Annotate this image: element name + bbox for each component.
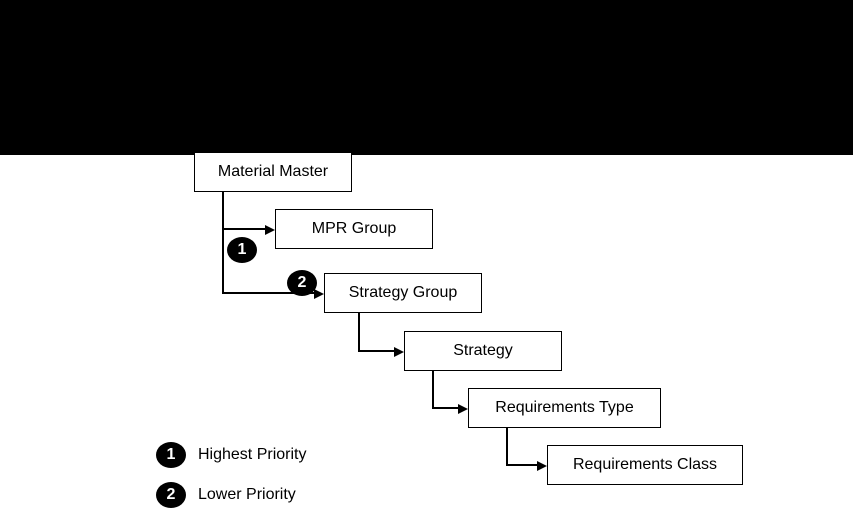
legend-row-1: 1 Highest Priority	[156, 442, 306, 468]
badge-label: 1	[167, 446, 176, 464]
arrow-head-icon	[537, 461, 547, 471]
node-label: Requirements Type	[495, 399, 633, 417]
top-bar	[0, 0, 853, 155]
arrow-head-icon	[458, 404, 468, 414]
legend-row-2: 2 Lower Priority	[156, 482, 296, 508]
node-mpr-group: MPR Group	[275, 209, 433, 249]
node-label: Material Master	[218, 163, 328, 181]
connector-line	[222, 192, 224, 229]
badge-label: 1	[238, 241, 247, 259]
connector-line	[506, 428, 508, 465]
connector-line	[358, 313, 360, 351]
connector-line	[432, 371, 434, 408]
connector-line	[506, 464, 537, 466]
node-label: MPR Group	[312, 220, 396, 238]
node-label: Strategy	[453, 342, 513, 360]
node-requirements-type: Requirements Type	[468, 388, 661, 428]
connector-line	[358, 350, 394, 352]
node-requirements-class: Requirements Class	[547, 445, 743, 485]
connector-line	[222, 229, 224, 293]
node-material-master: Material Master	[194, 152, 352, 192]
legend-label: Highest Priority	[198, 446, 306, 464]
badge-label: 2	[298, 274, 307, 292]
connector-line	[432, 407, 458, 409]
arrow-head-icon	[265, 225, 275, 235]
priority-badge-1: 1	[227, 237, 257, 263]
node-label: Requirements Class	[573, 456, 717, 474]
legend-badge-2: 2	[156, 482, 186, 508]
node-label: Strategy Group	[349, 284, 458, 302]
badge-label: 2	[167, 486, 176, 504]
node-strategy: Strategy	[404, 331, 562, 371]
connector-line	[222, 228, 265, 230]
arrow-head-icon	[394, 347, 404, 357]
legend-label: Lower Priority	[198, 486, 296, 504]
node-strategy-group: Strategy Group	[324, 273, 482, 313]
connector-line	[222, 292, 314, 294]
arrow-head-icon	[314, 289, 324, 299]
legend-badge-1: 1	[156, 442, 186, 468]
